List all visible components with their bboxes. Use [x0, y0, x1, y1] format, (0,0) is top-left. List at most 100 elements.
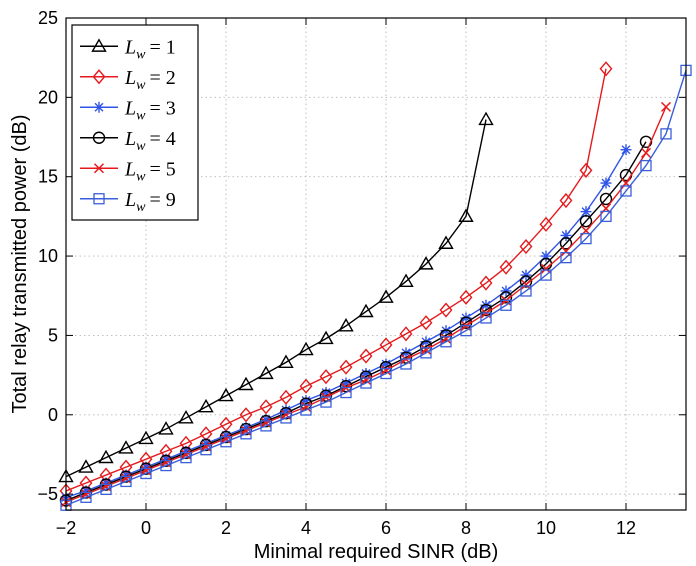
data-point: [380, 367, 392, 380]
data-point: [198, 398, 214, 413]
data-point: [418, 256, 434, 270]
data-point: [339, 359, 353, 375]
legend-marker: [92, 131, 106, 144]
legend-label-subscript: w: [136, 78, 146, 93]
legend-label-symbol: L: [124, 97, 136, 119]
data-point: [180, 449, 192, 460]
legend-label-value: = 2: [149, 67, 175, 89]
data-point: [440, 336, 452, 348]
data-point: [620, 185, 632, 197]
legend-label: Lw = 2: [124, 67, 176, 93]
legend-label: Lw = 9: [124, 189, 176, 215]
data-point: [359, 348, 373, 364]
legend-label-value: = 5: [149, 158, 175, 180]
data-point: [360, 377, 372, 389]
data-point: [399, 326, 413, 342]
data-point: [120, 473, 132, 484]
data-point: [420, 347, 432, 359]
data-point: [298, 341, 314, 356]
data-point: [338, 317, 354, 332]
data-point: [340, 386, 352, 399]
data-point: [319, 369, 333, 385]
data-point: [98, 449, 114, 464]
legend-label-value: = 3: [149, 97, 175, 119]
data-point: [599, 61, 613, 77]
legend-label-symbol: L: [124, 158, 136, 180]
data-point: [380, 365, 392, 376]
data-point: [280, 409, 292, 420]
y-axis-label: Total relay transmitted power (dB): [9, 114, 31, 413]
data-point: [100, 481, 112, 492]
data-point: [218, 387, 234, 402]
data-point: [100, 483, 112, 496]
data-point: [379, 337, 393, 353]
data-point: [140, 467, 152, 480]
data-point: [419, 315, 433, 331]
y-tick-label: 15: [38, 167, 58, 187]
data-point: [378, 289, 394, 303]
data-point: [200, 441, 212, 452]
data-point: [240, 425, 252, 436]
data-point: [439, 302, 453, 318]
data-point: [480, 312, 492, 324]
data-point: [300, 404, 312, 416]
legend-label-subscript: w: [136, 108, 146, 123]
data-point: [158, 421, 174, 435]
data-point: [160, 457, 172, 468]
data-point: [438, 235, 454, 249]
legend-marker: [93, 193, 105, 205]
data-point: [178, 410, 194, 424]
data-point: [579, 214, 593, 228]
data-point: [299, 378, 313, 394]
data-point: [460, 325, 472, 337]
legend-item: Lw = 4: [80, 128, 176, 154]
y-tick-label: 20: [38, 87, 58, 107]
data-point: [318, 330, 334, 345]
x-tick-label: 8: [461, 518, 471, 538]
data-point: [259, 399, 273, 415]
x-tick-label: −2: [56, 518, 77, 538]
y-tick-label: −5: [37, 484, 58, 504]
legend-item: Lw = 9: [80, 189, 176, 215]
data-point: [540, 269, 552, 281]
data-point: [300, 401, 312, 412]
y-tick-label: 0: [48, 405, 58, 425]
data-point: [520, 269, 532, 281]
x-tick-label: 2: [221, 518, 231, 538]
data-point: [519, 238, 533, 255]
legend-item: Lw = 1: [80, 36, 176, 62]
data-point: [459, 289, 473, 305]
legend-label-subscript: w: [136, 169, 146, 184]
series-line: [65, 141, 647, 502]
data-point: [399, 351, 413, 364]
data-point: [458, 208, 474, 222]
legend-item: Lw = 5: [80, 158, 176, 184]
data-point: [640, 147, 652, 158]
series-lw-9: [60, 64, 692, 511]
x-tick-label: 4: [301, 518, 311, 538]
data-point: [180, 451, 192, 464]
series-lw-2: [59, 61, 613, 499]
legend-box: [71, 24, 199, 221]
legend-label-symbol: L: [124, 67, 136, 89]
legend-label-value: = 9: [149, 189, 175, 211]
legend-label-symbol: L: [124, 189, 136, 211]
data-point: [138, 430, 154, 445]
x-axis-label: Minimal required SINR (dB): [254, 541, 499, 563]
y-tick-label: 10: [38, 246, 58, 266]
data-point: [319, 389, 333, 402]
legend-label-value: = 4: [149, 128, 175, 150]
data-point: [200, 444, 212, 456]
data-point: [240, 428, 252, 440]
series-lw-1: [58, 111, 494, 483]
legend-item: Lw = 2: [80, 67, 176, 93]
x-tick-label: 6: [381, 518, 391, 538]
data-point: [640, 159, 652, 172]
data-point: [660, 128, 672, 140]
legend-label-subscript: w: [136, 47, 146, 62]
data-point: [499, 291, 513, 304]
data-point: [78, 459, 94, 473]
data-point: [599, 192, 613, 206]
